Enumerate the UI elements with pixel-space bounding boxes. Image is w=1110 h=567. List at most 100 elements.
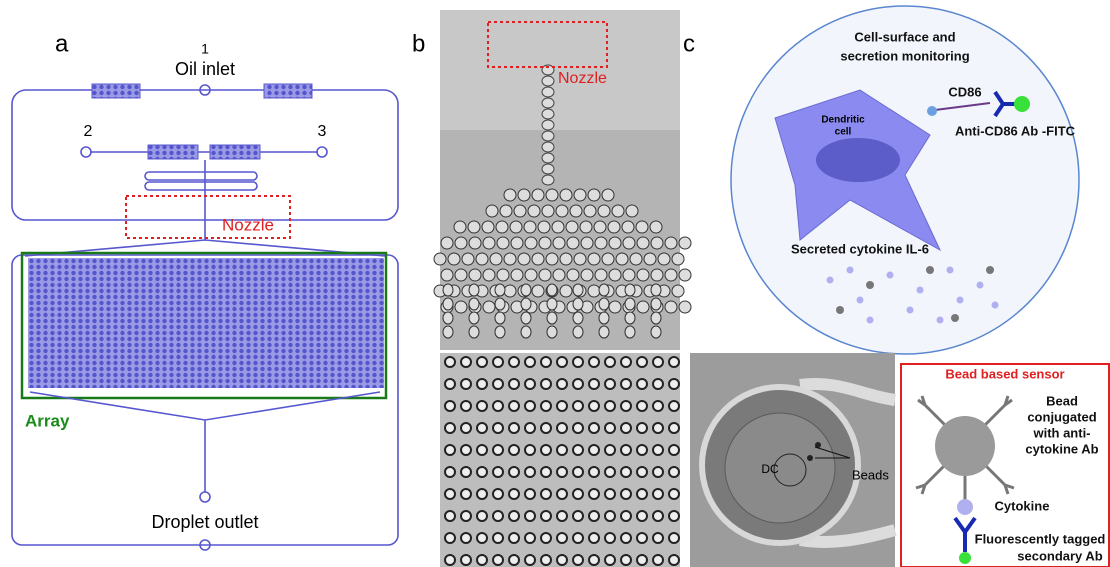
droplet <box>637 237 649 249</box>
port <box>317 147 327 157</box>
droplet <box>626 205 638 217</box>
droplet <box>547 284 557 296</box>
droplet <box>490 253 502 265</box>
droplet <box>605 445 615 455</box>
droplet <box>477 379 487 389</box>
droplet <box>594 221 606 233</box>
droplet <box>625 298 635 310</box>
droplet <box>532 285 544 297</box>
droplet <box>567 237 579 249</box>
droplet <box>605 423 615 433</box>
droplet <box>556 205 568 217</box>
droplet <box>504 253 516 265</box>
droplet <box>570 205 582 217</box>
droplet <box>573 357 583 367</box>
panel-b: b Nozzle <box>412 10 691 567</box>
droplet <box>477 445 487 455</box>
droplet <box>469 237 481 249</box>
droplet <box>454 221 466 233</box>
fitc <box>1014 96 1030 112</box>
dc-label: DC <box>761 462 779 476</box>
droplet <box>672 285 684 297</box>
droplet <box>608 221 620 233</box>
droplet <box>541 511 551 521</box>
cytokine <box>907 307 914 314</box>
droplet <box>525 401 535 411</box>
droplet <box>557 533 567 543</box>
droplet <box>580 221 592 233</box>
droplet <box>599 312 609 324</box>
droplet <box>669 357 679 367</box>
droplet <box>669 489 679 499</box>
droplet <box>511 237 523 249</box>
cytokine <box>867 317 874 324</box>
droplet <box>630 253 642 265</box>
droplet <box>461 357 471 367</box>
droplet <box>445 467 455 477</box>
droplet <box>477 423 487 433</box>
droplet <box>539 237 551 249</box>
droplet <box>477 533 487 543</box>
droplet <box>525 511 535 521</box>
nozzle-label: Nozzle <box>558 70 607 87</box>
droplet <box>584 205 596 217</box>
droplet <box>493 423 503 433</box>
droplet <box>445 379 455 389</box>
bead <box>807 455 813 461</box>
droplet <box>509 357 519 367</box>
droplet <box>653 467 663 477</box>
droplet <box>679 301 691 313</box>
droplet <box>504 285 516 297</box>
droplet <box>445 401 455 411</box>
droplet <box>509 423 519 433</box>
droplet <box>605 467 615 477</box>
droplet <box>653 379 663 389</box>
droplet <box>560 285 572 297</box>
serpentine <box>210 145 260 159</box>
droplet <box>542 131 554 141</box>
droplet <box>621 511 631 521</box>
droplet <box>651 312 661 324</box>
droplet <box>573 467 583 477</box>
droplet <box>493 445 503 455</box>
cell-label: Dendritic <box>821 115 865 126</box>
droplet <box>497 237 509 249</box>
droplet <box>602 189 614 201</box>
droplet <box>496 221 508 233</box>
droplet <box>622 221 634 233</box>
droplet <box>623 269 635 281</box>
droplet <box>573 379 583 389</box>
droplet <box>637 401 647 411</box>
droplet <box>653 533 663 543</box>
droplet <box>669 379 679 389</box>
outlet-label: Droplet outlet <box>151 512 258 532</box>
droplet <box>625 284 635 296</box>
cytokine <box>917 287 924 294</box>
droplet <box>477 467 487 477</box>
droplet <box>525 357 535 367</box>
droplet <box>621 423 631 433</box>
droplet <box>589 511 599 521</box>
droplet <box>589 533 599 543</box>
droplet <box>625 312 635 324</box>
droplet <box>669 467 679 477</box>
serpentine <box>92 84 140 98</box>
droplet <box>528 205 540 217</box>
droplet <box>557 489 567 499</box>
droplet <box>443 284 453 296</box>
droplet <box>679 269 691 281</box>
droplet <box>542 87 554 97</box>
nozzle-label: Nozzle <box>222 215 274 234</box>
cytokine <box>827 277 834 284</box>
droplet <box>441 269 453 281</box>
panel-c: c Cell-surface and secretion monitoring … <box>683 6 1109 567</box>
droplet <box>469 312 479 324</box>
droplet <box>509 555 519 565</box>
droplet <box>542 205 554 217</box>
droplet <box>443 312 453 324</box>
droplet <box>461 533 471 543</box>
droplet <box>521 298 531 310</box>
droplet <box>493 533 503 543</box>
droplet <box>621 467 631 477</box>
droplet <box>445 423 455 433</box>
